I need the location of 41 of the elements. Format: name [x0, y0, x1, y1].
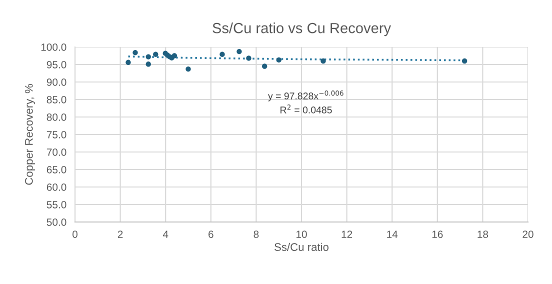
annotation: R$^{2}$ = 0.0485: [280, 104, 332, 114]
y-tick-label: 75.0: [46, 131, 66, 138]
y-tick-label: 55.0: [46, 201, 66, 208]
y-tick-label: 85.0: [46, 96, 66, 104]
annotation: y = 97.828x$^{−0.006}$: [268, 90, 344, 102]
point: [276, 57, 282, 63]
x-tick-label: 12: [342, 230, 352, 238]
point: [462, 58, 468, 64]
point: [146, 54, 151, 60]
point: [262, 64, 268, 69]
x-tick-label: 2: [118, 230, 123, 238]
point: [236, 48, 242, 54]
chart-title: Ss/Cu ratio vs Cu Recovery: [212, 22, 392, 36]
point: [320, 58, 326, 64]
x-axis-title: Ss/Cu ratio: [274, 242, 329, 251]
point: [153, 52, 158, 57]
y-tick-label: 50.0: [46, 218, 66, 226]
y-tick-label: 100.0: [41, 44, 66, 51]
y-tick-label: 95.0: [46, 61, 66, 68]
x-tick-label: 6: [208, 230, 214, 238]
x-tick-label: 10: [296, 230, 307, 238]
x-tick-label: 8: [254, 230, 259, 238]
y-tick-label: 65.0: [46, 166, 66, 174]
point: [246, 56, 252, 61]
point: [146, 62, 151, 67]
x-tick-label: 16: [432, 230, 443, 238]
point: [126, 60, 131, 65]
point: [220, 52, 225, 57]
y-tick-label: 90.0: [46, 78, 66, 86]
x-tick-label: 4: [162, 230, 168, 238]
point: [186, 66, 191, 72]
y-tick-label: 60.0: [46, 184, 66, 191]
x-tick-label: 0: [72, 230, 78, 238]
x-tick-label: 14: [387, 230, 398, 238]
x-tick-label: 20: [522, 230, 534, 238]
point: [172, 53, 178, 58]
point: [132, 50, 138, 56]
y-tick-label: 80.0: [46, 114, 66, 121]
y-tick-label: 70.0: [46, 148, 66, 156]
x-tick-label: 18: [478, 230, 488, 238]
y-axis-title: Copper Recovery, %: [24, 84, 36, 185]
